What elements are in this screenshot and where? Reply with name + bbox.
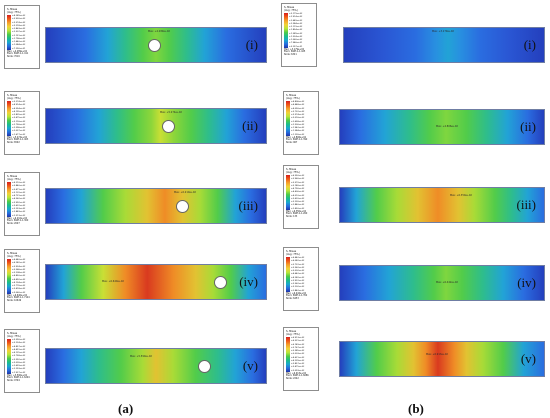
contour-strip-b-ii: Max: +4.806e+02 (ii) [339,109,545,145]
color-scale [7,101,11,136]
legend-footer: Max: +6.210e+02 Elem: PART-1-1.300 Node:… [7,217,29,225]
color-scale [7,15,11,50]
color-scale [286,101,290,136]
legend-values: +3.179e+02 +2.914e+02 +2.649e+02 +2.384e+02… [289,13,303,48]
specimen-hole [198,360,211,373]
row-label: (iii) [238,198,259,213]
legend-values: +6.210e+02 +5.840e+02 +5.471e+02 +5.101e+02… [12,182,26,217]
legend-footer: Max: +4.289e+02 Elem: PART-1-1.411 Node:… [7,50,29,58]
color-scale [7,259,11,294]
legend-footer: Max: +5.274e+02 Elem: PART-1-1.403 Node:… [7,136,29,144]
max-marker: Max: +3.179e+02 [432,30,454,33]
legend-b-iv: S, Mises (Avg: 75%) +6.442e+02 +6.082e+02… [283,247,319,311]
row-label: (ii) [520,119,536,134]
contour-strip-b-i: Max: +3.179e+02 (i) [343,27,545,63]
legend-values: +6.640e+02 +6.282e+02 +5.924e+02 +5.566e+02… [12,259,26,294]
legend-a-ii: S, Mises (Avg: 75%) +5.274e+02 +4.914e+02… [4,91,40,155]
contour-strip-a-ii: Max: +5.274e+02 (ii) [45,108,267,144]
legend-values: +5.590e+02 +5.224e+02 +4.857e+02 +4.491e+02… [12,339,26,374]
color-scale [7,182,11,217]
legend-a-i: S, Mises (Avg: 75%) +4.289e+02 +3.930e+02… [4,5,40,69]
legend-a-v: S, Mises (Avg: 75%) +5.590e+02 +5.224e+02… [4,329,40,393]
contour-strip-b-iii: Max: +6.350e+02 (iii) [339,187,545,223]
legend-b-i: S, Mises (Avg: 75%) +3.179e+02 +2.914e+02… [281,3,317,67]
max-marker: Max: +6.350e+02 [450,194,472,197]
color-scale [286,337,290,372]
contour-strip-b-v: Max: +6.913e+02 (v) [339,341,545,377]
panel-caption-a: (a) [118,401,134,416]
panel-caption-b: (b) [408,401,424,416]
legend-footer: Max: +3.179e+02 Elem: PART-1-1.425 Node:… [284,48,306,56]
legend-b-iii: S, Mises (Avg: 75%) +6.350e+02 +5.960e+02… [283,165,319,229]
legend-footer: Max: +6.913e+02 Elem: PART-1-1.6086 Node… [286,372,309,380]
legend-values: +4.289e+02 +3.930e+02 +3.574e+02 +3.218e+02… [12,15,26,50]
legend-footer: Max: +4.806e+02 Elem: PART-1-1.390 Node:… [286,136,308,144]
row-label: (v) [520,351,536,366]
color-scale [7,339,11,374]
row-label: (ii) [242,118,258,133]
legend-footer: Max: +6.350e+02 Elem: PART-1-1.260 Node:… [286,210,308,218]
max-marker: Max: +5.590e+02 [130,355,152,358]
legend-values: +6.913e+02 +6.531e+02 +6.149e+02 +5.767e+02… [291,337,305,372]
contour-strip-a-i: Max: +4.289e+02 (i) [45,27,267,63]
legend-footer: Max: +6.442e+02 Elem: PART-1-1.352 Node:… [286,292,308,300]
specimen-hole [148,39,161,52]
legend-b-ii: S, Mises (Avg: 75%) +4.806e+02 +4.448e+02… [283,91,319,155]
specimen-hole [214,276,227,289]
legend-b-v: S, Mises (Avg: 75%) +6.913e+02 +6.531e+02… [283,327,319,391]
max-marker: Max: +4.289e+02 [148,30,170,33]
contour-strip-b-iv: Max: +6.442e+02 (iv) [339,265,545,301]
legend-values: +6.442e+02 +6.082e+02 +5.722e+02 +5.362e+02… [291,257,305,292]
color-scale [286,257,290,292]
legend-a-iv: S, Mises (Avg: 75%) +6.640e+02 +6.282e+02… [4,249,40,313]
legend-a-iii: S, Mises (Avg: 75%) +6.210e+02 +5.840e+02… [4,172,40,236]
legend-values: +6.350e+02 +5.960e+02 +5.570e+02 +5.180e+02… [291,175,305,210]
contour-strip-a-v: Max: +5.590e+02 (v) [45,348,267,384]
color-scale [286,175,290,210]
row-label: (v) [242,358,258,373]
legend-footer: Max: +5.590e+02 Elem: PART-1-1.6294 Node… [7,374,30,382]
max-marker: Max: +6.442e+02 [436,281,458,284]
legend-avg: (Avg: 75%) [7,11,21,14]
row-label: (i) [245,37,258,52]
max-marker: Max: +5.274e+02 [160,111,182,114]
legend-footer: Max: +6.640e+02 Elem: PART-1-1.7124 Node… [7,294,30,302]
specimen-hole [162,120,175,133]
max-marker: Max: +6.210e+02 [174,191,196,194]
contour-strip-a-iv: Max: +6.640e+02 (iv) [45,264,267,300]
row-label: (i) [523,37,536,52]
row-label: (iv) [517,275,536,290]
max-marker: Max: +6.913e+02 [426,353,448,356]
specimen-hole [176,200,189,213]
contour-strip-a-iii: Max: +6.210e+02 (iii) [45,188,267,224]
row-label: (iii) [516,197,537,212]
legend-values: +4.806e+02 +4.448e+02 +4.090e+02 +3.732e+02… [291,101,305,136]
legend-values: +5.274e+02 +4.914e+02 +4.554e+02 +4.195e+02… [12,101,26,136]
legend-title: S, Mises [7,8,18,11]
row-label: (iv) [239,274,258,289]
max-marker: Max: +6.640e+02 [102,280,124,283]
color-scale [284,13,288,48]
max-marker: Max: +4.806e+02 [436,125,458,128]
